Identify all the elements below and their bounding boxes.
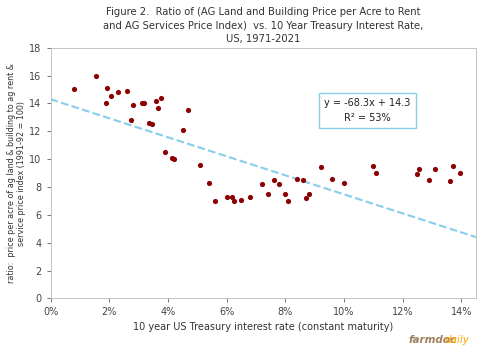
Point — [148, 121, 156, 127]
Point — [129, 102, 137, 107]
Point — [449, 163, 456, 169]
Point — [305, 191, 313, 197]
Point — [302, 195, 310, 201]
Point — [238, 197, 245, 202]
Point — [282, 191, 289, 197]
Point — [456, 170, 464, 176]
Text: y = -68.3x + 14.3
R² = 53%: y = -68.3x + 14.3 R² = 53% — [324, 98, 411, 123]
Point — [128, 117, 135, 123]
Point — [156, 95, 164, 101]
Point — [223, 194, 230, 200]
Point — [141, 101, 148, 106]
Point — [103, 85, 111, 91]
Point — [264, 191, 271, 197]
Point — [138, 101, 145, 106]
Point — [228, 194, 236, 200]
Point — [446, 179, 454, 184]
Point — [70, 87, 78, 92]
Point — [161, 149, 169, 155]
Point — [196, 162, 204, 168]
Point — [258, 181, 266, 187]
Point — [415, 166, 423, 172]
Point — [152, 98, 160, 103]
Point — [170, 156, 178, 162]
Point — [179, 127, 186, 133]
Point — [270, 177, 277, 183]
Y-axis label: ratio:  price per acre of ag land & building to ag rent &
service price index (1: ratio: price per acre of ag land & build… — [7, 63, 27, 283]
Text: daily: daily — [445, 335, 470, 345]
Point — [211, 198, 219, 204]
Point — [425, 177, 433, 183]
Point — [299, 177, 307, 183]
Point — [372, 170, 380, 176]
Point — [293, 176, 301, 181]
Point — [230, 198, 238, 204]
Point — [107, 94, 114, 99]
Point — [114, 89, 122, 95]
Point — [369, 163, 377, 169]
Point — [123, 88, 131, 94]
Point — [145, 120, 153, 126]
Point — [154, 105, 161, 110]
Text: farmdoc: farmdoc — [408, 335, 456, 345]
Point — [185, 107, 192, 113]
Point — [284, 198, 292, 204]
Point — [317, 165, 325, 170]
Point — [413, 172, 421, 177]
Point — [328, 176, 336, 181]
Point — [92, 73, 100, 78]
Point — [246, 194, 254, 200]
Point — [276, 181, 284, 187]
Point — [431, 166, 439, 172]
Point — [102, 101, 110, 106]
Point — [340, 180, 348, 186]
Point — [205, 181, 213, 186]
Title: Figure 2.  Ratio of (AG Land and Building Price per Acre to Rent
and AG Services: Figure 2. Ratio of (AG Land and Building… — [103, 7, 424, 44]
X-axis label: 10 year US Treasury interest rate (constant maturity): 10 year US Treasury interest rate (const… — [133, 321, 394, 332]
Point — [169, 155, 176, 161]
